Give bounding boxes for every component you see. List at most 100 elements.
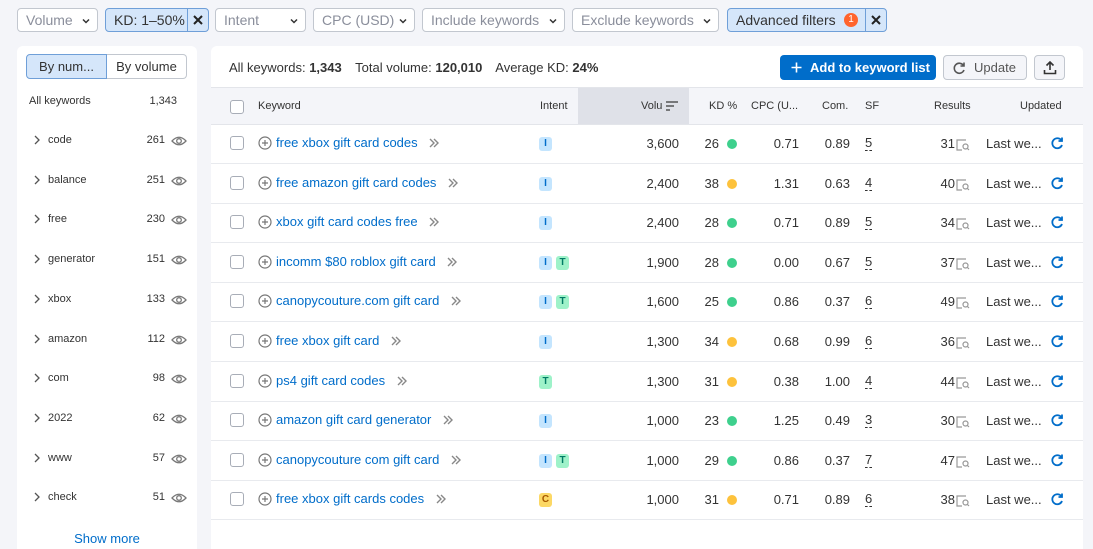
double-chevron-icon[interactable] bbox=[396, 375, 408, 387]
serp-icon[interactable] bbox=[956, 376, 970, 389]
add-circle-icon[interactable] bbox=[258, 334, 272, 348]
refresh-icon[interactable] bbox=[1050, 215, 1064, 229]
serp-features-link[interactable]: 7 bbox=[865, 451, 873, 468]
serp-features-link[interactable]: 6 bbox=[865, 333, 873, 349]
add-circle-icon[interactable] bbox=[258, 492, 272, 506]
row-checkbox[interactable] bbox=[230, 334, 244, 348]
refresh-icon[interactable] bbox=[1050, 453, 1064, 467]
advanced-filters[interactable]: Advanced filters 1 bbox=[727, 8, 866, 32]
cpc-column-header[interactable]: CPC (U... bbox=[751, 100, 799, 112]
serp-features-link[interactable]: 5 bbox=[865, 135, 873, 151]
group-item[interactable]: check 51 bbox=[17, 478, 197, 518]
double-chevron-icon[interactable] bbox=[446, 256, 458, 268]
intent-column-header[interactable]: Intent bbox=[540, 100, 568, 112]
row-checkbox[interactable] bbox=[230, 175, 244, 190]
select-all-checkbox[interactable] bbox=[230, 100, 244, 114]
refresh-icon[interactable] bbox=[1050, 255, 1064, 269]
row-checkbox[interactable] bbox=[230, 452, 244, 467]
add-circle-icon[interactable] bbox=[258, 175, 272, 190]
serp-icon[interactable] bbox=[956, 495, 970, 507]
add-circle-icon[interactable] bbox=[258, 136, 272, 150]
eye-icon[interactable] bbox=[171, 334, 187, 346]
row-checkbox[interactable] bbox=[230, 294, 244, 309]
all-keywords-group[interactable]: All keywords 1,343 bbox=[29, 95, 177, 107]
export-button[interactable] bbox=[1034, 55, 1065, 80]
refresh-icon[interactable] bbox=[1050, 413, 1064, 427]
volume-filter[interactable]: Volume bbox=[17, 8, 98, 32]
eye-icon[interactable] bbox=[171, 214, 187, 226]
add-circle-icon[interactable] bbox=[258, 255, 272, 269]
keyword-column-header[interactable]: Keyword bbox=[258, 100, 301, 112]
refresh-icon[interactable] bbox=[1050, 294, 1064, 308]
sort-by-volume-button[interactable]: By volume bbox=[107, 54, 187, 79]
group-item[interactable]: code 261 bbox=[17, 121, 197, 161]
eye-icon[interactable] bbox=[171, 373, 187, 385]
keyword-link[interactable]: ps4 gift card codes bbox=[276, 372, 386, 388]
sort-icon[interactable] bbox=[666, 101, 678, 111]
eye-icon[interactable] bbox=[171, 294, 187, 306]
sf-column-header[interactable]: SF bbox=[865, 100, 880, 112]
serp-icon[interactable] bbox=[956, 178, 970, 191]
intent-filter[interactable]: Intent bbox=[215, 8, 306, 32]
serp-features-link[interactable]: 6 bbox=[865, 491, 873, 508]
serp-features-link[interactable]: 3 bbox=[865, 412, 873, 429]
keyword-link[interactable]: free xbox gift card codes bbox=[276, 135, 418, 150]
serp-features-link[interactable]: 5 bbox=[865, 253, 873, 270]
volume-column-header[interactable]: Volu bbox=[641, 100, 663, 112]
double-chevron-icon[interactable] bbox=[435, 493, 447, 505]
refresh-icon[interactable] bbox=[1050, 492, 1064, 506]
add-circle-icon[interactable] bbox=[258, 413, 272, 427]
add-to-keyword-list-button[interactable]: Add to keyword list bbox=[780, 55, 936, 80]
chevron-right-icon[interactable] bbox=[34, 214, 40, 224]
include-keywords-filter[interactable]: Include keywords bbox=[422, 8, 565, 32]
eye-icon[interactable] bbox=[171, 492, 187, 504]
kd-filter-remove-button[interactable] bbox=[187, 8, 209, 32]
serp-features-link[interactable]: 6 bbox=[865, 293, 873, 310]
serp-icon[interactable] bbox=[956, 258, 970, 270]
serp-icon[interactable] bbox=[956, 139, 970, 151]
keyword-link[interactable]: amazon gift card generator bbox=[276, 412, 432, 428]
refresh-icon[interactable] bbox=[1050, 136, 1064, 150]
keyword-link[interactable]: incomm $80 roblox gift card bbox=[276, 253, 436, 269]
keyword-link[interactable]: xbox gift card codes free bbox=[276, 214, 418, 230]
keyword-link[interactable]: canopycouture com gift card bbox=[276, 451, 440, 467]
row-checkbox[interactable] bbox=[230, 413, 244, 428]
show-more-link[interactable]: Show more bbox=[74, 531, 140, 546]
update-button[interactable]: Update bbox=[943, 55, 1027, 80]
chevron-right-icon[interactable] bbox=[34, 453, 40, 463]
group-item[interactable]: generator 151 bbox=[17, 240, 197, 280]
eye-icon[interactable] bbox=[171, 135, 187, 147]
add-circle-icon[interactable] bbox=[258, 215, 272, 229]
chevron-right-icon[interactable] bbox=[34, 334, 40, 344]
competition-column-header[interactable]: Com. bbox=[822, 100, 849, 112]
eye-icon[interactable] bbox=[171, 254, 187, 266]
double-chevron-icon[interactable] bbox=[390, 335, 402, 347]
chevron-right-icon[interactable] bbox=[34, 413, 40, 423]
group-item[interactable]: com 98 bbox=[17, 359, 197, 399]
chevron-right-icon[interactable] bbox=[34, 373, 40, 383]
kd-column-header[interactable]: KD % bbox=[709, 100, 738, 112]
keyword-link[interactable]: canopycouture.com gift card bbox=[276, 293, 440, 309]
serp-icon[interactable] bbox=[956, 218, 970, 230]
serp-icon[interactable] bbox=[956, 456, 970, 468]
eye-icon[interactable] bbox=[171, 413, 187, 425]
serp-features-link[interactable]: 4 bbox=[865, 174, 873, 191]
refresh-icon[interactable] bbox=[1050, 334, 1064, 348]
row-checkbox[interactable] bbox=[230, 492, 244, 507]
chevron-right-icon[interactable] bbox=[34, 254, 40, 264]
double-chevron-icon[interactable] bbox=[442, 414, 454, 426]
serp-icon[interactable] bbox=[956, 416, 970, 428]
add-circle-icon[interactable] bbox=[258, 294, 272, 308]
keyword-link[interactable]: free xbox gift cards codes bbox=[276, 491, 425, 507]
group-item[interactable]: free 230 bbox=[17, 200, 197, 240]
keyword-link[interactable]: free amazon gift card codes bbox=[276, 174, 437, 190]
updated-column-header[interactable]: Updated bbox=[1020, 100, 1062, 112]
refresh-icon[interactable] bbox=[1050, 176, 1064, 190]
sort-by-number-button[interactable]: By num... bbox=[26, 54, 107, 79]
row-checkbox[interactable] bbox=[230, 373, 244, 388]
double-chevron-icon[interactable] bbox=[447, 177, 459, 189]
group-item[interactable]: www 57 bbox=[17, 439, 197, 479]
keyword-link[interactable]: free xbox gift card bbox=[276, 333, 380, 348]
chevron-right-icon[interactable] bbox=[34, 175, 40, 185]
eye-icon[interactable] bbox=[171, 175, 187, 187]
